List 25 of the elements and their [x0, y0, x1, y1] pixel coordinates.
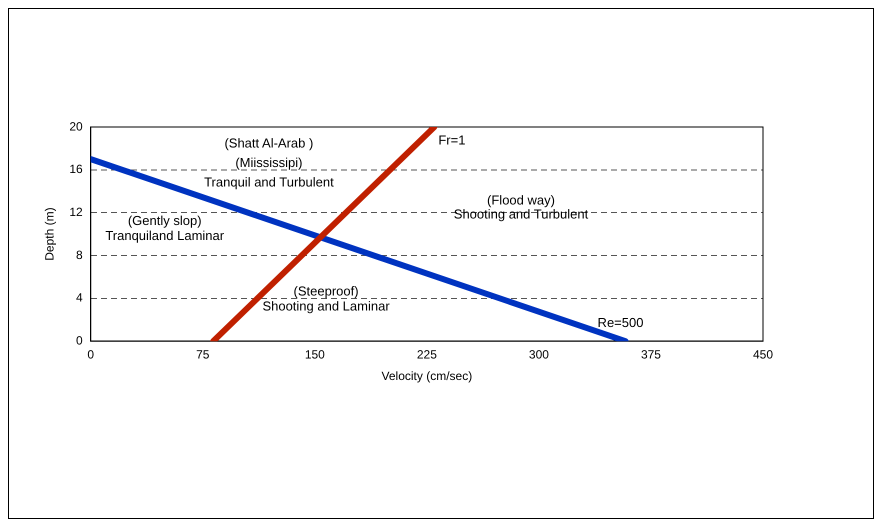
- series-label: Re=500: [598, 314, 644, 330]
- annotation: Shooting and Laminar: [262, 298, 390, 314]
- x-tick-label: 225: [416, 348, 438, 362]
- y-tick-label: 20: [69, 119, 84, 134]
- annotation: (Miississipi): [235, 154, 302, 170]
- x-tick-label: 0: [87, 348, 94, 362]
- x-tick-label: 75: [196, 348, 210, 362]
- y-tick-label: 12: [69, 204, 84, 219]
- annotation: (Steeproof): [294, 284, 359, 299]
- x-tick-label: 450: [752, 348, 774, 362]
- y-tick-label: 8: [76, 248, 84, 262]
- annotation: Tranquil and Turbulent: [204, 174, 334, 190]
- x-tick-label: 375: [640, 348, 662, 362]
- y-tick-label: 4: [76, 290, 84, 305]
- x-tick-label: 300: [528, 348, 550, 362]
- y-axis-title: Depth (m): [42, 207, 57, 261]
- x-axis-title: Velocity (cm/sec): [382, 369, 472, 384]
- annotation: (Flood way): [487, 192, 555, 208]
- annotation: Tranquiland Laminar: [105, 228, 225, 243]
- x-tick-label: 150: [304, 348, 326, 362]
- series-label: Fr=1: [438, 132, 466, 148]
- y-tick-label: 16: [69, 162, 84, 176]
- y-tick-label: 0: [76, 334, 84, 348]
- annotation: (Shatt Al-Arab ): [224, 136, 314, 151]
- annotation: (Gently slop): [128, 212, 202, 228]
